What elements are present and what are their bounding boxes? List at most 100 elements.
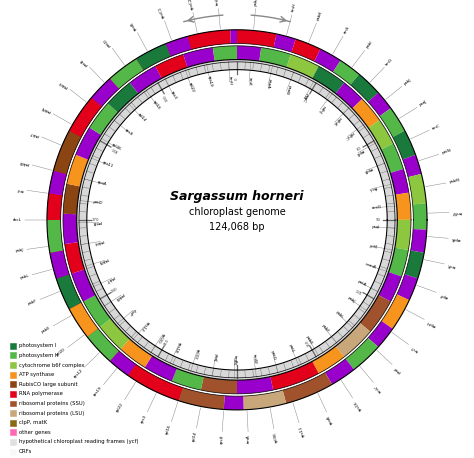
Polygon shape	[336, 83, 362, 109]
Text: trnG: trnG	[385, 57, 394, 66]
Text: rbcL: rbcL	[13, 218, 22, 222]
Text: rps11: rps11	[298, 425, 305, 437]
Bar	[10, 449, 16, 454]
Text: psbN: psbN	[97, 257, 109, 264]
Text: rpoA: rpoA	[326, 414, 334, 425]
Text: psbJ: psbJ	[346, 296, 356, 304]
Text: 0: 0	[235, 77, 239, 80]
Polygon shape	[120, 339, 152, 367]
Text: atpF: atpF	[438, 292, 448, 299]
Text: clpP: clpP	[128, 307, 137, 316]
Text: rps3: rps3	[170, 90, 177, 100]
Text: 30: 30	[305, 94, 310, 101]
Text: accD: accD	[372, 205, 382, 210]
Text: rpl20: rpl20	[156, 332, 165, 343]
Text: trnP: trnP	[232, 355, 237, 363]
Text: petG: petG	[270, 350, 276, 360]
Text: psaC: psaC	[301, 92, 309, 103]
Text: trnS: trnS	[343, 25, 351, 34]
Polygon shape	[224, 396, 244, 410]
Polygon shape	[381, 143, 403, 173]
Text: trnW: trnW	[452, 210, 462, 214]
Polygon shape	[395, 220, 411, 250]
Text: trnA: trnA	[246, 435, 251, 444]
Text: 240: 240	[110, 287, 119, 294]
Polygon shape	[87, 328, 119, 361]
Polygon shape	[56, 274, 82, 309]
Polygon shape	[130, 66, 162, 93]
Polygon shape	[389, 248, 409, 277]
Bar	[10, 381, 16, 387]
Polygon shape	[108, 83, 138, 113]
Text: 90: 90	[375, 218, 381, 222]
Text: psbL: psbL	[19, 273, 29, 280]
Text: psbF: psbF	[27, 299, 38, 306]
Text: psbH: psbH	[93, 239, 104, 245]
Polygon shape	[380, 108, 405, 137]
Text: psbJ: psbJ	[403, 77, 412, 86]
Bar	[10, 420, 16, 426]
Polygon shape	[63, 184, 80, 214]
Polygon shape	[312, 346, 344, 374]
Text: psbN: psbN	[41, 105, 52, 114]
Text: psbJ: psbJ	[15, 248, 24, 253]
Polygon shape	[333, 60, 359, 85]
Polygon shape	[201, 376, 237, 394]
Polygon shape	[314, 49, 340, 72]
Polygon shape	[63, 214, 78, 244]
Text: psaA: psaA	[265, 78, 272, 89]
Text: other genes: other genes	[19, 430, 51, 435]
Text: atpH: atpH	[426, 319, 437, 327]
Text: atpB: atpB	[363, 166, 373, 173]
Text: ndhC: ndhC	[344, 131, 355, 140]
Text: 300: 300	[110, 146, 119, 153]
Text: trnH: trnH	[291, 3, 297, 12]
Text: petD: petD	[93, 200, 103, 205]
Polygon shape	[403, 155, 421, 177]
Polygon shape	[410, 229, 427, 253]
Text: rpoB: rpoB	[129, 20, 138, 31]
Polygon shape	[188, 30, 231, 49]
Text: rpl33: rpl33	[192, 349, 200, 360]
Polygon shape	[47, 220, 64, 253]
Bar	[10, 353, 16, 358]
Polygon shape	[243, 390, 286, 410]
Text: trnV: trnV	[374, 383, 383, 393]
Polygon shape	[50, 251, 69, 278]
Text: trnI: trnI	[17, 187, 24, 192]
Polygon shape	[137, 44, 171, 71]
Text: 210: 210	[163, 338, 170, 346]
Text: rpl22: rpl22	[116, 401, 125, 413]
Polygon shape	[382, 294, 409, 329]
Polygon shape	[77, 60, 397, 380]
Polygon shape	[128, 364, 182, 401]
Polygon shape	[67, 155, 88, 186]
Polygon shape	[352, 99, 380, 128]
Text: rpoC1: rpoC1	[157, 5, 165, 18]
Text: rpl14: rpl14	[136, 112, 146, 122]
Polygon shape	[360, 295, 391, 332]
Text: psaJ: psaJ	[212, 353, 218, 362]
Polygon shape	[397, 274, 418, 300]
Polygon shape	[413, 203, 427, 230]
Polygon shape	[287, 55, 319, 78]
Text: rps8: rps8	[219, 435, 224, 444]
Text: Sargassum horneri: Sargassum horneri	[170, 191, 304, 203]
Text: rpl16: rpl16	[165, 424, 173, 435]
Polygon shape	[91, 79, 119, 107]
Text: ribosomal proteins (LSU): ribosomal proteins (LSU)	[19, 411, 84, 415]
Text: psaI: psaI	[393, 365, 402, 374]
Text: ndhJ: ndhJ	[317, 104, 325, 113]
Text: psbT: psbT	[29, 130, 40, 137]
Text: psbI: psbI	[365, 40, 373, 49]
Text: petA: petA	[356, 279, 367, 287]
Polygon shape	[76, 128, 101, 160]
Text: ATP synthase: ATP synthase	[19, 372, 54, 377]
Text: hypothetical chloroplast reading frames (ycf): hypothetical chloroplast reading frames …	[19, 440, 138, 444]
Polygon shape	[64, 242, 84, 273]
Text: psaI: psaI	[372, 225, 381, 229]
Text: petB: petB	[92, 220, 102, 224]
Polygon shape	[155, 55, 187, 78]
Polygon shape	[237, 30, 276, 47]
Polygon shape	[270, 361, 319, 390]
